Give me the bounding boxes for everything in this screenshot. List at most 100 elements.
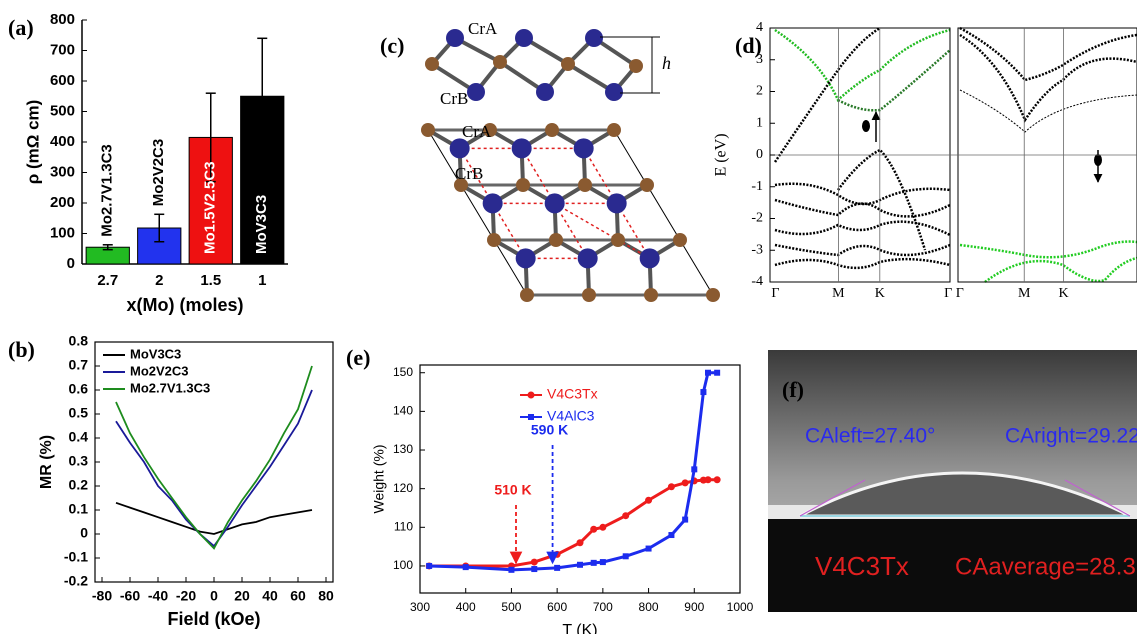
band-curve [774,198,951,218]
c-atom [454,178,468,192]
y-tick-label: 120 [393,481,413,495]
dashed-link [554,202,651,259]
k-label: Γ [944,286,952,301]
point [645,545,652,552]
point [590,525,598,533]
point [462,564,469,571]
crystal-structure: CrA CrB h CrA CrB [421,19,720,302]
series-line [429,478,718,568]
y-axis-label: E (eV) [713,133,730,176]
point [667,483,675,491]
cr-atom [585,29,603,47]
y-tick-label: -2 [751,211,763,226]
band-curve [959,26,1137,82]
c-atom [706,288,720,302]
y-tick-label: 300 [50,163,75,180]
band-curve [773,26,881,163]
c-atom [561,57,575,71]
angle-left: CAleft=27.40° [805,425,935,448]
k-label: Γ [771,286,779,301]
c-atom [421,123,435,137]
point [553,550,561,558]
y-tick-label: 0.5 [69,405,89,421]
c-atom [607,123,621,137]
y-tick-label: 140 [393,404,413,418]
y-tick-label: -3 [751,242,763,257]
c-atom [611,233,625,247]
x-tick-label: 60 [290,588,306,604]
band-curve [774,28,951,103]
x-tick-label: -80 [92,588,112,604]
cr-atom [467,83,485,101]
c-atom [516,178,530,192]
y-tick-label: 600 [50,72,75,89]
x-tick-label: 700 [593,600,613,614]
y-tick-label: 110 [394,519,413,533]
c-atom [520,288,534,302]
point [531,566,538,573]
tangent-left [799,479,866,517]
point [700,389,707,396]
c-atom [487,233,501,247]
k-label: Γ [956,286,964,301]
bar-label: Mo1.5V2.5C3 [202,161,219,254]
c-atom [644,288,658,302]
y-tick-label: 0.7 [69,357,89,373]
c-atom [549,233,563,247]
legend-label: MoV3C3 [130,346,181,361]
point [705,369,711,376]
c-atom [493,55,507,69]
y-tick-label: 0.6 [69,381,89,397]
y-axis-label: ρ (mΩ cm) [23,100,42,185]
x-tick-label: 80 [318,588,334,604]
band-curve [959,240,1137,259]
c-atom [483,123,497,137]
atom-label: CrB [440,89,468,108]
y-tick-label: 0.8 [69,333,89,349]
legend-label: V4AlC3 [547,408,595,424]
y-tick-label: 0 [80,525,88,541]
droplet [799,471,1131,518]
y-tick-label: -0.1 [64,549,88,565]
cr-atom [573,138,594,159]
bar-label: Mo2.7V1.3C3 [99,144,116,237]
series-line [115,389,313,548]
x-tick-label: 1.5 [200,272,221,289]
cr-atom [446,29,464,47]
panel-label: (f) [782,377,804,402]
x-tick-label: 20 [234,588,250,604]
point [668,532,675,539]
x-tick-label: 1 [258,272,266,289]
point [714,369,721,376]
y-tick-label: -4 [751,274,763,289]
spin-icons [862,111,1103,183]
point [713,476,721,484]
height-label: h [662,53,671,73]
bar-label: Mo2V2C3 [150,139,167,207]
point [576,539,584,547]
y-tick-label: 0.2 [69,477,89,493]
y-tick-label: 100 [393,558,413,572]
bond [498,60,547,94]
legend-label: Mo2.7V1.3C3 [130,380,210,395]
c-atom [582,288,596,302]
cr-atom [639,248,660,269]
cr-atom [449,138,470,159]
y-tick-label: 500 [50,102,75,119]
band-curve [836,148,927,251]
cr-atom [515,248,536,269]
dashed-link [492,202,527,259]
point [622,553,629,560]
y-tick-label: 3 [756,52,763,67]
band-curve [959,89,1137,133]
bar-label: MoV3C3 [253,195,270,254]
c-atom [640,178,654,192]
spin-icon [1094,154,1102,166]
point [508,566,515,573]
y-tick-label: 0 [67,255,75,272]
droplet-photo: CAleft=27.40° CAright=29.22° V4C3Tx CAav… [768,350,1137,612]
series-line [115,501,313,535]
point [426,562,433,569]
